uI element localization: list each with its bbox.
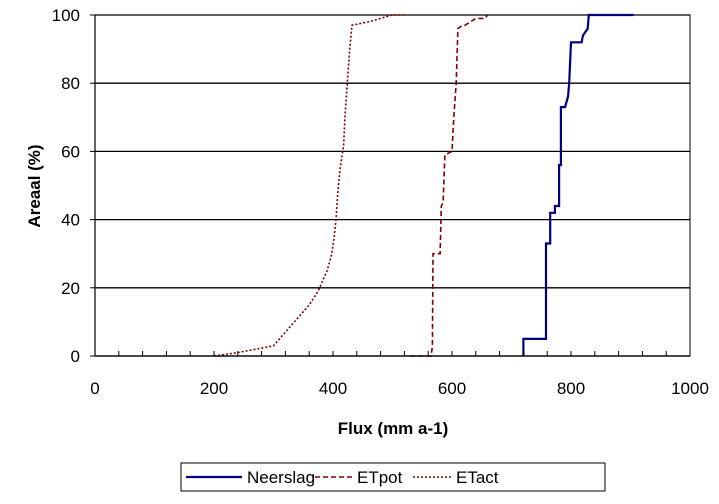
x-tick-label-1: 200 bbox=[200, 379, 228, 398]
series-line-etpot bbox=[410, 14, 489, 357]
x-axis-title: Flux (mm a-1) bbox=[338, 419, 449, 438]
y-tick-label-5: 100 bbox=[52, 6, 80, 25]
y-tick-label-2: 40 bbox=[61, 211, 80, 230]
y-tick-label-1: 20 bbox=[61, 279, 80, 298]
x-tick-label-3: 600 bbox=[438, 379, 466, 398]
y-tick-label-3: 60 bbox=[61, 142, 80, 161]
x-tick-label-2: 400 bbox=[319, 379, 347, 398]
y-tick-label-0: 0 bbox=[71, 347, 80, 366]
series-line-neerslag bbox=[522, 13, 634, 356]
legend: Neerslag ETpot ETact bbox=[180, 462, 606, 492]
y-tick-label-4: 80 bbox=[61, 74, 80, 93]
x-tick-labels: 0 200 400 600 800 1000 bbox=[90, 379, 709, 398]
y-axis-title: Areaal (%) bbox=[25, 144, 44, 227]
axes bbox=[90, 14, 691, 357]
legend-label-etpot: ETpot bbox=[357, 468, 403, 487]
legend-label-etact: ETact bbox=[456, 468, 499, 487]
legend-box bbox=[180, 462, 606, 492]
series-lines bbox=[213, 13, 634, 357]
x-tick-label-0: 0 bbox=[90, 379, 99, 398]
legend-label-neerslag: Neerslag bbox=[247, 468, 315, 487]
plot-border bbox=[94, 14, 691, 357]
x-tick-label-5: 1000 bbox=[671, 379, 709, 398]
gridlines bbox=[95, 14, 690, 357]
series-line-etact bbox=[213, 14, 405, 357]
x-tick-label-4: 800 bbox=[557, 379, 585, 398]
plot-area bbox=[94, 14, 691, 357]
y-tick-labels: 0 20 40 60 80 100 bbox=[52, 6, 80, 366]
